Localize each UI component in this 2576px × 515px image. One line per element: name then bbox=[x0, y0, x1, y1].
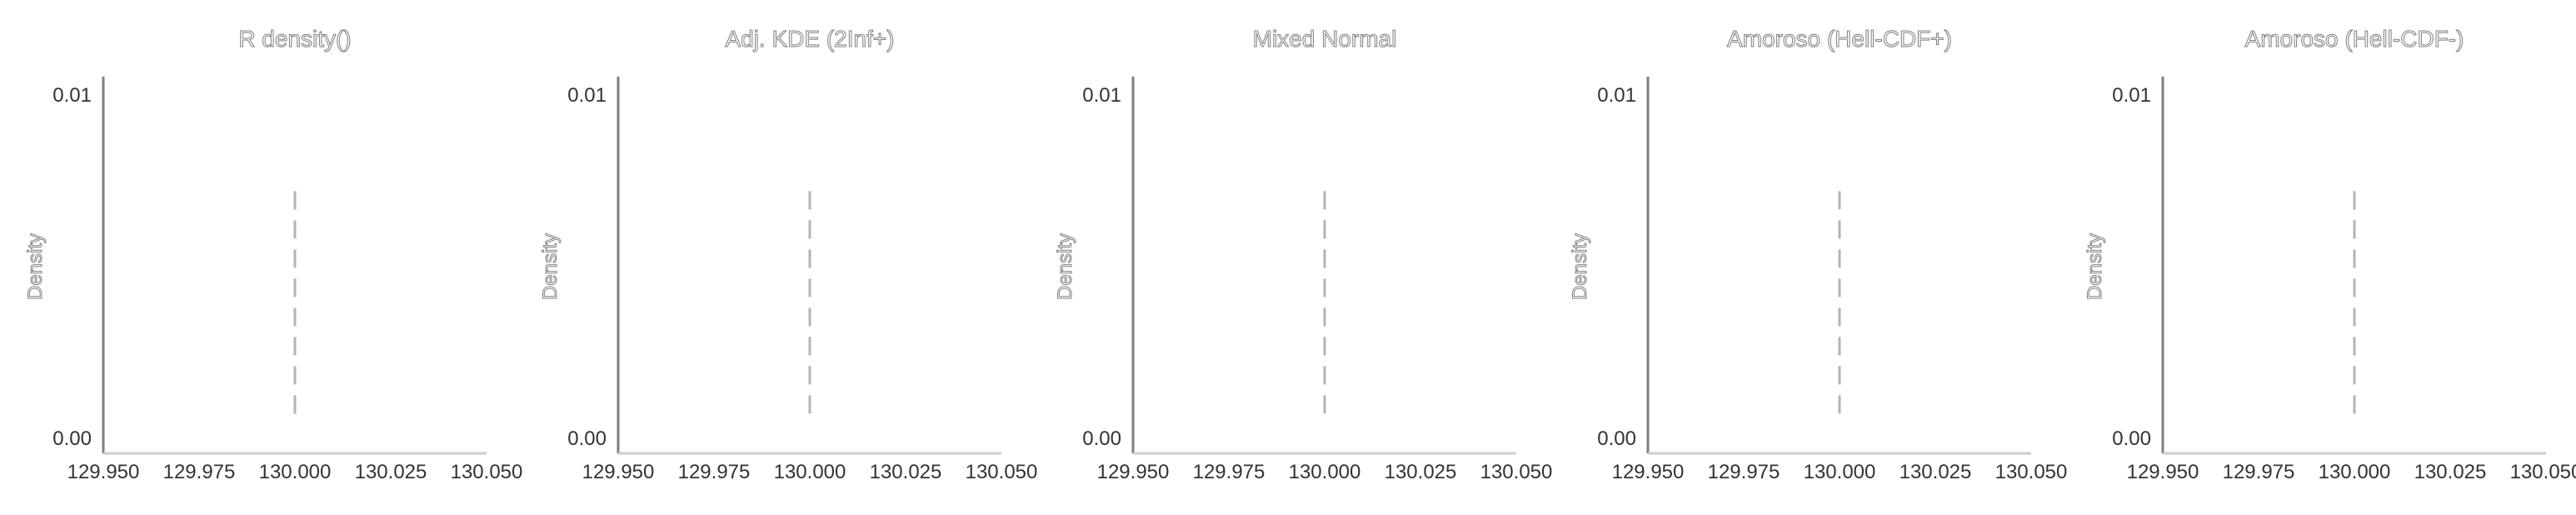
chart-title: R density() bbox=[238, 26, 351, 52]
chart-title: Amoroso (Hell-CDF+) bbox=[1727, 26, 1952, 52]
x-tick-label: 129.975 bbox=[163, 461, 236, 483]
y-tick-label: 0.00 bbox=[1082, 428, 1121, 450]
x-tick-label: 130.000 bbox=[774, 461, 846, 483]
x-tick-label: 129.950 bbox=[1612, 461, 1685, 483]
x-tick-label: 130.025 bbox=[2414, 461, 2487, 483]
chart-title: Amoroso (Hell-CDF-) bbox=[2245, 26, 2464, 52]
chart-title: Adj. KDE (2Inf+) bbox=[725, 26, 894, 52]
x-tick-label: 129.975 bbox=[2223, 461, 2295, 483]
x-tick-label: 130.050 bbox=[966, 461, 1038, 483]
x-tick-label: 130.050 bbox=[2510, 461, 2576, 483]
x-tick-label: 130.025 bbox=[1900, 461, 1972, 483]
y-tick-label: 0.01 bbox=[567, 84, 607, 107]
y-tick-label: 0.01 bbox=[1082, 84, 1121, 107]
y-axis-label: Density bbox=[24, 233, 47, 300]
y-axis-label: Density bbox=[1569, 233, 1591, 300]
y-axis-label: Density bbox=[2084, 233, 2106, 300]
x-tick-label: 130.000 bbox=[1804, 461, 1876, 483]
y-tick-label: 0.00 bbox=[2112, 428, 2151, 450]
x-tick-label: 129.950 bbox=[1097, 461, 1170, 483]
y-tick-label: 0.01 bbox=[1597, 84, 1636, 107]
x-tick-label: 129.950 bbox=[582, 461, 655, 483]
x-tick-label: 130.050 bbox=[1480, 461, 1553, 483]
chart-panel: Amoroso (Hell-CDF-) Density 0.00 0.01 129.95… bbox=[2084, 26, 2576, 484]
chart-panel: Amoroso (Hell-CDF+) Density 0.00 0.01 129.95… bbox=[1569, 26, 2068, 484]
x-tick-label: 130.025 bbox=[355, 461, 427, 483]
x-tick-label: 129.975 bbox=[678, 461, 751, 483]
chart-panel: Mixed Normal Density 0.00 0.01 129.950 129.97… bbox=[1054, 26, 1553, 484]
y-tick-label: 0.00 bbox=[1597, 428, 1636, 450]
chart-panel: R density() Density 0.00 0.01 129.950 129.975… bbox=[24, 26, 523, 484]
x-tick-label: 129.950 bbox=[2127, 461, 2199, 483]
y-tick-label: 0.00 bbox=[52, 428, 92, 450]
x-tick-label: 130.025 bbox=[870, 461, 942, 483]
y-tick-label: 0.01 bbox=[2112, 84, 2151, 107]
x-tick-label: 130.025 bbox=[1385, 461, 1457, 483]
x-tick-label: 130.000 bbox=[259, 461, 332, 483]
x-tick-label: 129.975 bbox=[1708, 461, 1780, 483]
x-tick-label: 130.050 bbox=[451, 461, 523, 483]
x-tick-label: 129.975 bbox=[1193, 461, 1266, 483]
y-tick-label: 0.00 bbox=[567, 428, 607, 450]
x-tick-label: 129.950 bbox=[67, 461, 140, 483]
x-tick-label: 130.050 bbox=[1995, 461, 2068, 483]
y-tick-label: 0.01 bbox=[52, 84, 92, 107]
y-axis-label: Density bbox=[539, 233, 562, 300]
x-tick-label: 130.000 bbox=[2319, 461, 2391, 483]
chart-panel: Adj. KDE (2Inf+) Density 0.00 0.01 129.950 12… bbox=[539, 26, 1038, 484]
y-axis-label: Density bbox=[1054, 233, 1076, 300]
x-tick-label: 130.000 bbox=[1289, 461, 1361, 483]
chart-title: Mixed Normal bbox=[1253, 26, 1397, 52]
